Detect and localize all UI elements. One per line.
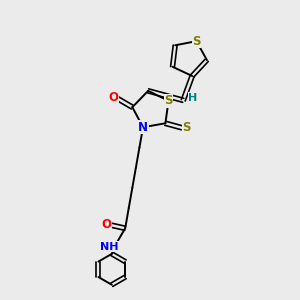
Text: S: S [182, 121, 191, 134]
Text: S: S [192, 35, 201, 48]
Text: H: H [188, 93, 197, 103]
Text: S: S [164, 94, 173, 107]
Text: N: N [138, 121, 148, 134]
Text: O: O [109, 91, 118, 104]
Text: O: O [101, 218, 112, 231]
Text: NH: NH [100, 242, 119, 252]
